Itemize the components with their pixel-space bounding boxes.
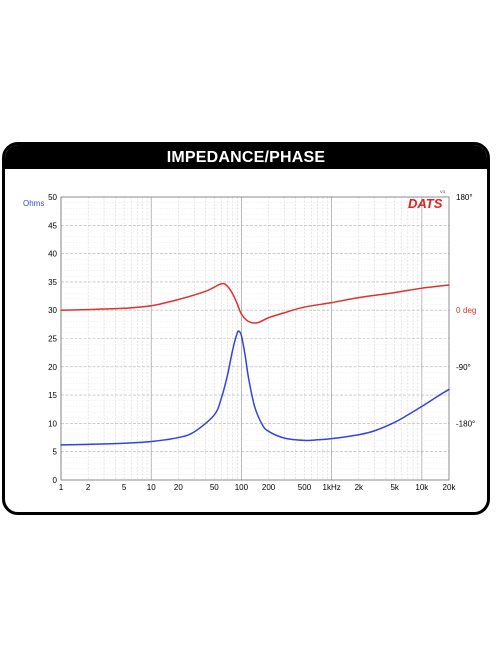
left-tick-label: 50 — [48, 193, 57, 202]
left-tick-label: 40 — [48, 250, 57, 259]
left-tick-label: 25 — [48, 335, 57, 344]
left-tick-label: 15 — [48, 391, 57, 400]
chart-header: IMPEDANCE/PHASE — [5, 145, 487, 169]
x-axis-ticks: 1 2 5 10 20 50 100 200 500 1kHz 2k 5k 10k 20k — [59, 483, 457, 492]
x-tick-label: 20k — [443, 483, 457, 492]
x-tick-label: 100 — [235, 483, 249, 492]
grid — [60, 196, 450, 481]
left-axis-ticks: 0 5 10 15 20 25 30 35 40 45 50 — [48, 193, 57, 485]
x-tick-label: 10k — [415, 483, 429, 492]
right-tick-label: -180° — [456, 419, 475, 428]
x-tick-label: 200 — [262, 483, 276, 492]
dats-logo-version: V3 — [440, 189, 446, 194]
series-layer — [60, 282, 450, 446]
x-tick-label: 500 — [298, 483, 312, 492]
left-tick-label: 5 — [53, 448, 58, 457]
x-tick-label: 2 — [86, 483, 91, 492]
left-tick-label: 30 — [48, 306, 57, 315]
left-tick-label: 20 — [48, 363, 57, 372]
right-tick-label: 0 — [456, 306, 461, 315]
right-axis-ticks: 180° 0 -90° -180° — [456, 193, 475, 428]
x-tick-label: 10 — [147, 483, 156, 492]
right-tick-label: 180° — [456, 193, 473, 202]
x-tick-label: 50 — [210, 483, 219, 492]
left-tick-label: 10 — [48, 419, 57, 428]
left-axis-unit: Ohms — [23, 199, 44, 208]
left-tick-label: 45 — [48, 221, 57, 230]
left-tick-label: 35 — [48, 278, 57, 287]
x-tick-label: 20 — [174, 483, 183, 492]
x-tick-label: 1kHz — [323, 483, 341, 492]
left-tick-label: 0 — [53, 476, 58, 485]
x-tick-label: 5k — [390, 483, 399, 492]
impedance-series-line — [60, 330, 450, 446]
dats-logo: DATS — [408, 196, 443, 211]
chart-panel: IMPEDANCE/PHASE 0 5 10 15 20 25 30 35 40 45 50 180… — [2, 142, 490, 515]
phase-series-line — [60, 282, 450, 324]
plot-frame — [60, 196, 450, 481]
x-tick-label: 1 — [59, 483, 64, 492]
right-axis-unit: deg — [463, 306, 476, 315]
right-tick-label: -90° — [456, 363, 471, 372]
x-tick-label: 2k — [355, 483, 364, 492]
x-tick-label: 5 — [122, 483, 127, 492]
